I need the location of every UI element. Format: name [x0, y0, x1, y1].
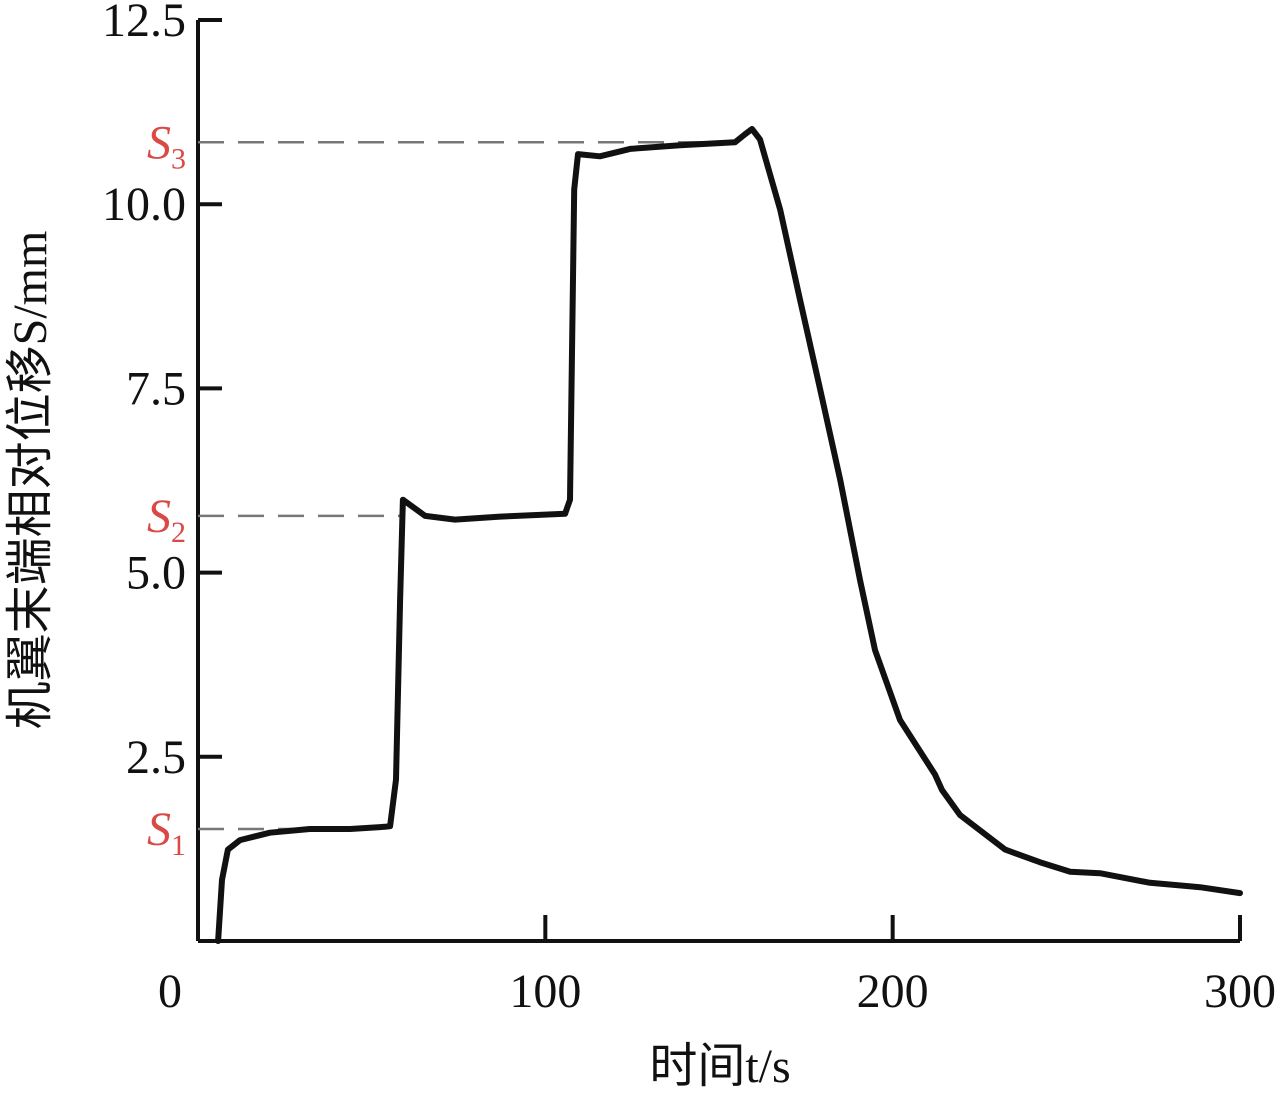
y-axis-label: 机翼末端相对位移S/mm: [4, 231, 57, 730]
reference-subscript: 3: [171, 142, 186, 175]
x-tick-label: 0: [158, 965, 182, 1018]
reference-subscript: 1: [171, 829, 186, 862]
y-tick-label: 10.0: [102, 178, 186, 231]
y-tick-label: 5.0: [126, 547, 186, 600]
reference-label: S1: [147, 803, 186, 862]
y-tick-label: 7.5: [126, 362, 186, 415]
reference-symbol: S: [147, 116, 171, 169]
data-line: [215, 126, 1243, 944]
x-tick-label: 300: [1204, 965, 1276, 1018]
reference-subscript: 2: [171, 516, 186, 549]
y-tick-label: 2.5: [126, 731, 186, 784]
reference-symbol: S: [147, 803, 171, 856]
reference-symbol: S: [147, 490, 171, 543]
x-tick-label: 100: [509, 965, 581, 1018]
x-tick-label: 200: [857, 965, 929, 1018]
x-axis-label: 时间t/s: [649, 1040, 790, 1093]
reference-label: S3: [147, 116, 186, 175]
reference-label: S2: [147, 490, 186, 549]
y-tick-label: 12.5: [102, 0, 186, 47]
